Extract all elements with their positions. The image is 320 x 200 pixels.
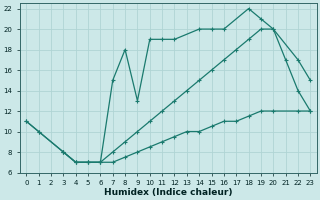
X-axis label: Humidex (Indice chaleur): Humidex (Indice chaleur)	[104, 188, 233, 197]
